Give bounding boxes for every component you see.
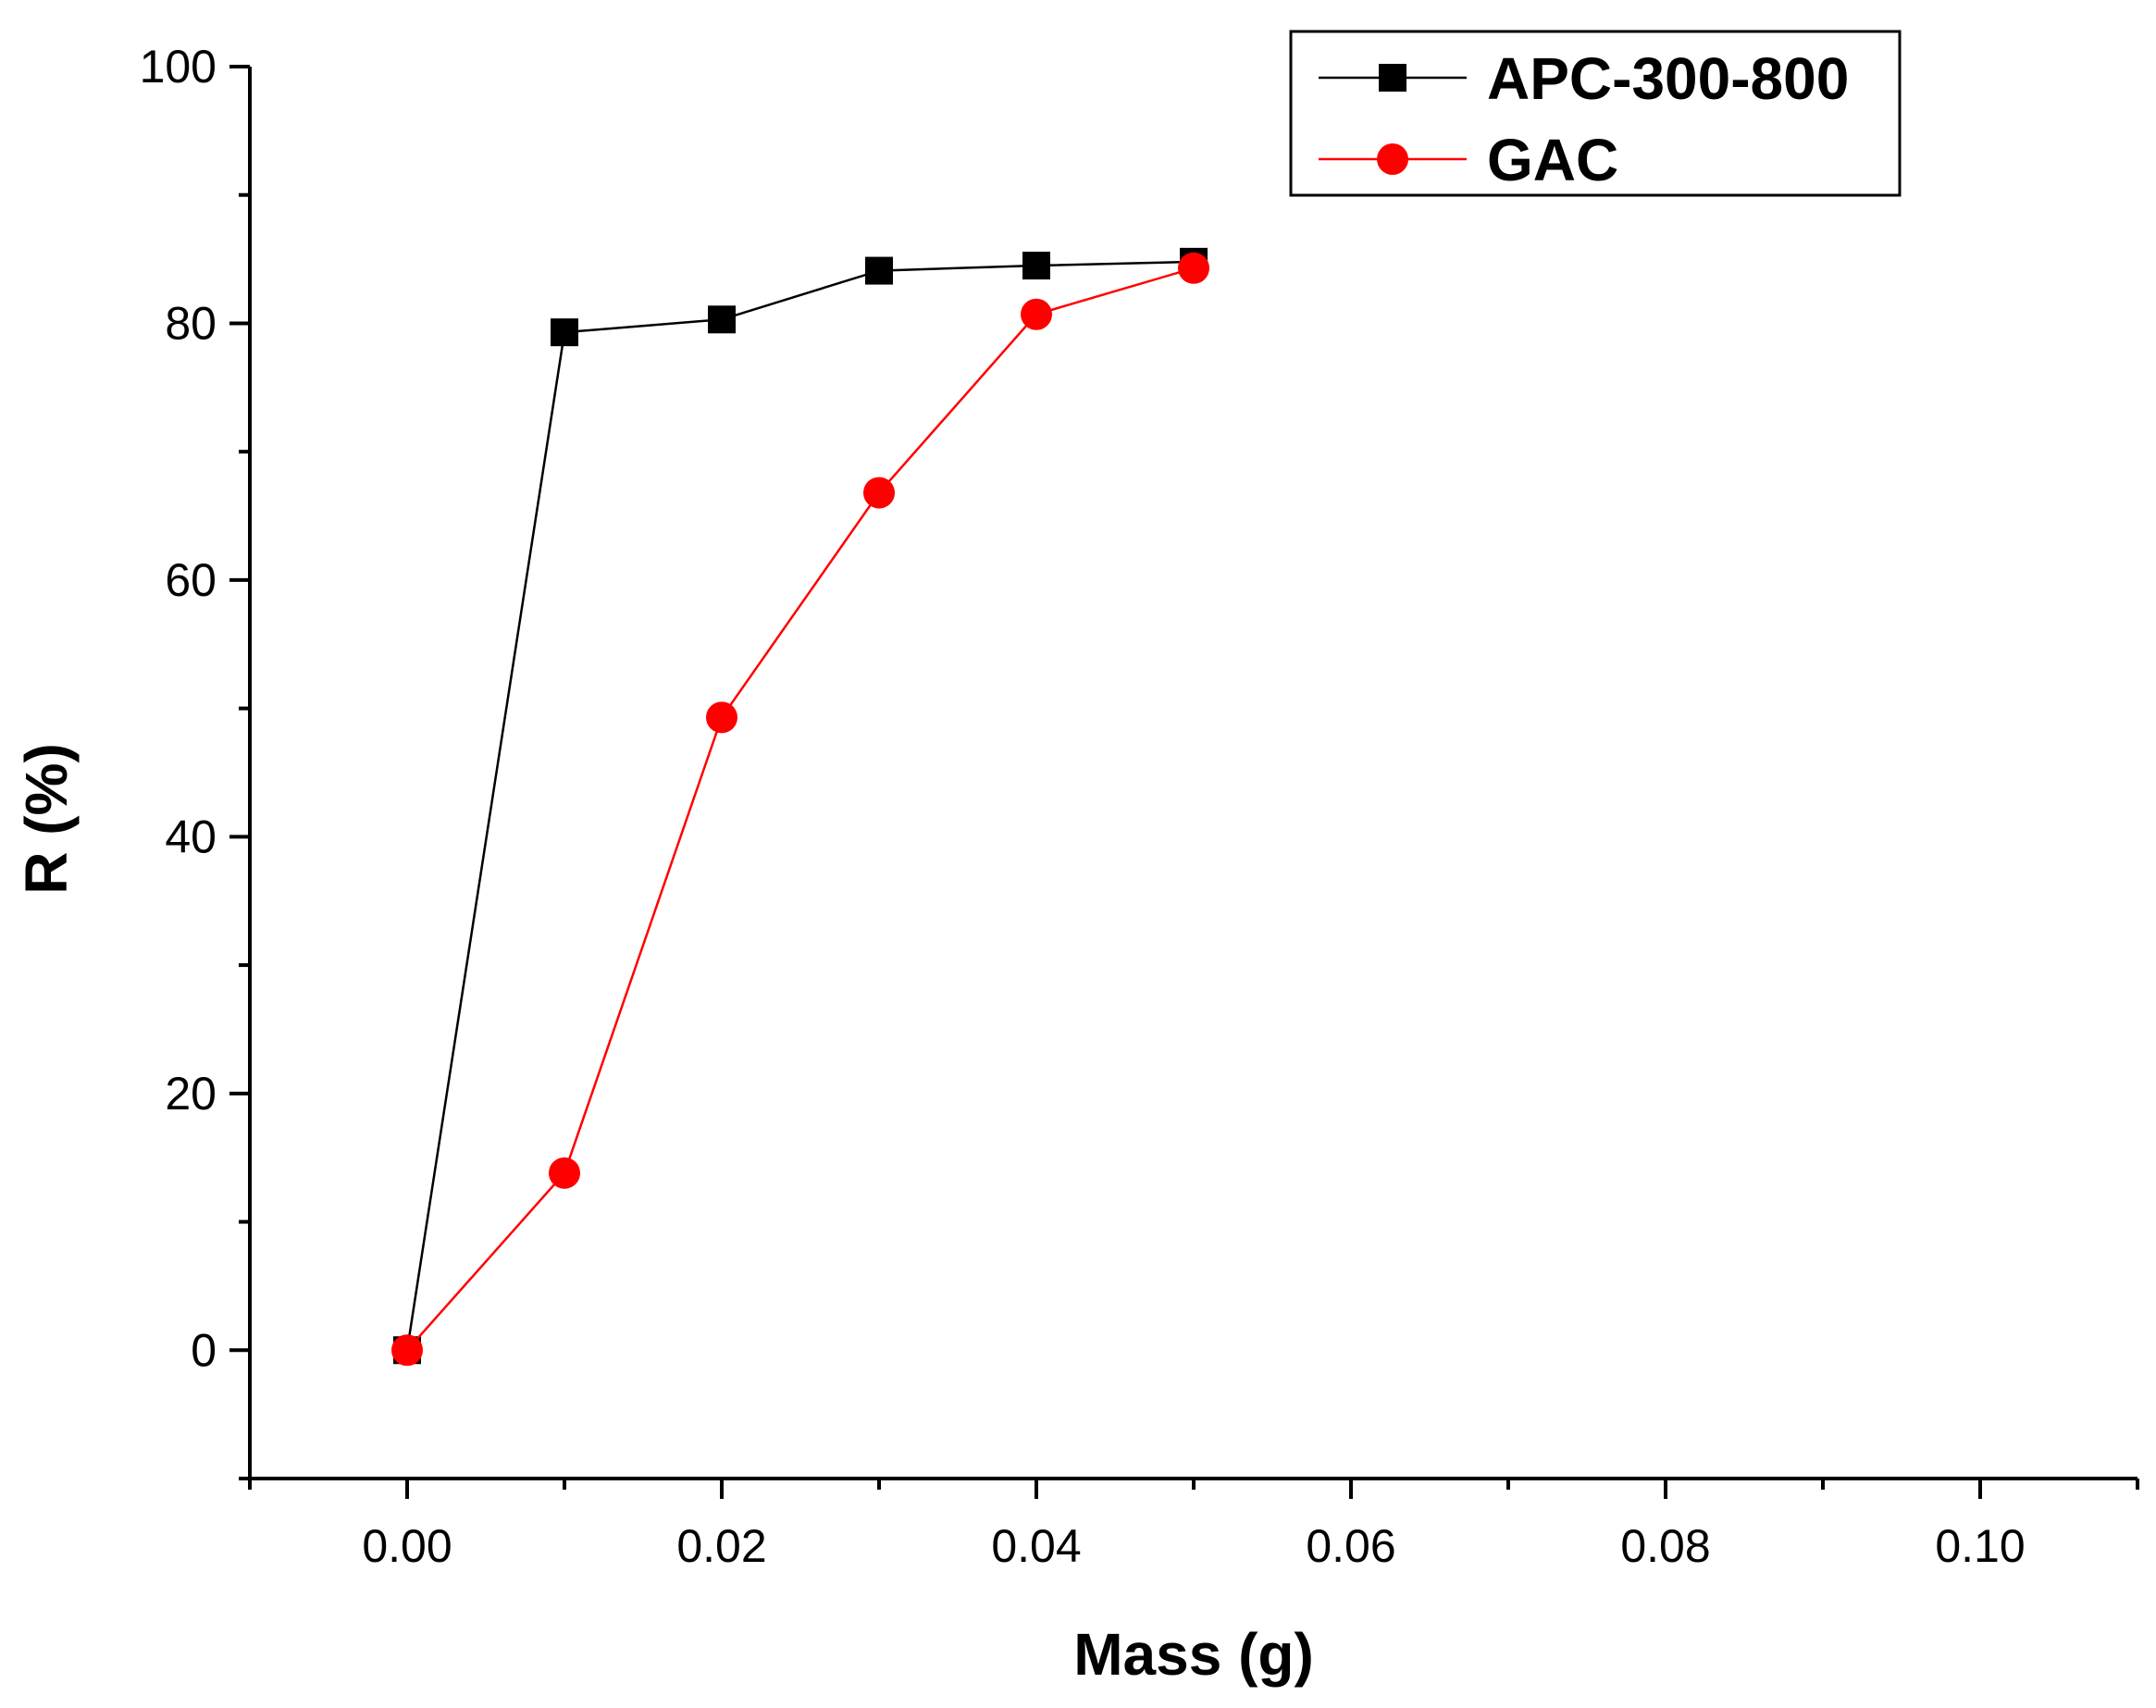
y-tick-label: 60 [165,554,217,606]
data-point-circle [1178,252,1209,284]
data-point-square [708,305,736,334]
legend-marker-square [1379,64,1406,92]
x-tick-label: 0.04 [991,1520,1081,1572]
x-tick-label: 0.00 [362,1520,452,1572]
data-series [391,247,1209,1367]
legend-marker-circle [1377,143,1408,175]
data-point-square [865,256,893,285]
series-line-gac [406,266,1195,1352]
y-tick-label: 100 [140,41,217,93]
x-axis-title: Mass (g) [1073,1621,1314,1688]
y-axis-title: R (%) [13,743,80,895]
legend-items: APC-300-800 GAC [1319,45,1849,193]
x-tick-label: 0.10 [1935,1520,2025,1572]
y-tick-label: 0 [191,1324,217,1376]
data-point-circle [706,701,737,734]
y-tick-label: 20 [165,1068,217,1120]
series-gac [391,252,1209,1367]
y-axis-ticks: 0 20 40 60 80 100 [140,41,250,1480]
data-point-square [1022,252,1050,280]
x-axis-ticks: 0.00 0.02 0.04 0.06 0.08 0.10 [248,1479,2139,1572]
legend: APC-300-800 GAC [1289,30,1902,197]
x-tick-label: 0.06 [1306,1520,1395,1572]
legend-label: APC-300-800 [1487,45,1849,112]
axes: 0 20 40 60 80 100 0.00 0.02 0.04 0.06 0.08 0.10 [140,41,2139,1572]
x-tick-label: 0.08 [1620,1520,1710,1572]
data-point-circle [549,1157,580,1189]
y-tick-label: 40 [165,811,217,862]
data-point-circle [1021,298,1052,330]
data-point-circle [391,1334,423,1367]
legend-label: GAC [1487,127,1618,193]
series-line-apc-300-800 [405,260,1195,1351]
data-point-square [551,318,578,347]
y-tick-label: 80 [165,297,217,349]
data-point-circle [863,477,895,509]
x-tick-label: 0.02 [676,1520,766,1572]
